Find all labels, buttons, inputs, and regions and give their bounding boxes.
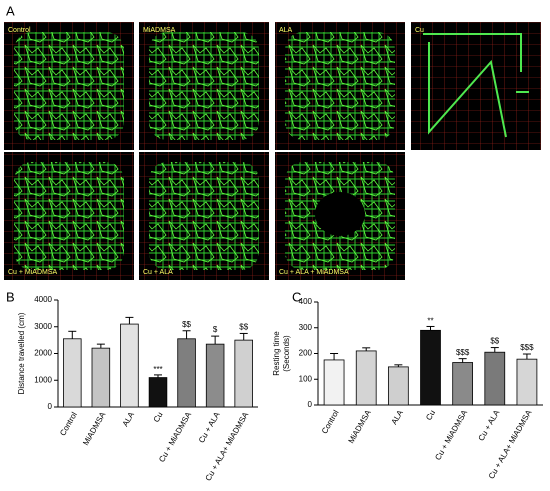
y-tick-label: 1000 xyxy=(34,375,52,384)
y-tick-label: 400 xyxy=(299,297,313,306)
bar xyxy=(177,338,196,408)
bar xyxy=(205,343,225,408)
track-path xyxy=(14,162,124,270)
bar xyxy=(387,366,409,406)
x-tick-label: Cu + ALA xyxy=(197,410,222,445)
y-tick-label: 3000 xyxy=(34,322,52,331)
track-path xyxy=(149,32,259,140)
x-tick-label: ALA xyxy=(121,410,137,428)
error-bar xyxy=(154,374,162,378)
error-bar xyxy=(458,358,467,363)
image-label: MiADMSA xyxy=(143,27,176,34)
x-tick-label: MiADMSA xyxy=(81,410,108,447)
y-axis-label: (Seconds) xyxy=(282,335,291,372)
track-path xyxy=(149,162,259,270)
error-bar xyxy=(182,330,191,339)
y-axis-label: Resting time xyxy=(272,331,281,376)
error-bar xyxy=(330,353,339,360)
y-tick-label: 100 xyxy=(299,374,313,383)
image-label: Cu + ALA + MiADMSA xyxy=(279,269,349,276)
error-bar xyxy=(239,332,248,341)
x-tick-label: MiADMSA xyxy=(347,408,374,445)
y-tick-label: 0 xyxy=(308,400,313,409)
bar xyxy=(120,323,139,408)
x-tick-label: Cu + ALA xyxy=(477,408,502,443)
bar xyxy=(148,377,168,408)
bar xyxy=(91,347,111,408)
significance-label: $$$ xyxy=(456,348,470,357)
significance-label: ** xyxy=(427,317,433,326)
significance-label: $$ xyxy=(490,337,499,346)
image-label: Cu + ALA xyxy=(143,269,173,276)
bar xyxy=(484,351,506,406)
significance-label: *** xyxy=(153,365,162,374)
panel-label: C xyxy=(292,289,301,304)
bar xyxy=(420,329,441,406)
error-bar xyxy=(68,330,77,339)
track-path xyxy=(14,32,124,140)
image-label: ALA xyxy=(279,27,293,34)
bar xyxy=(234,339,253,408)
bar xyxy=(452,362,474,406)
panel-label: A xyxy=(6,3,15,18)
error-bar xyxy=(394,364,403,367)
error-bar xyxy=(522,353,531,360)
error-bar xyxy=(96,343,105,349)
y-tick-label: 200 xyxy=(299,349,313,358)
bar xyxy=(63,338,82,408)
error-bar xyxy=(362,347,371,351)
error-bar xyxy=(490,347,499,353)
bar xyxy=(355,350,377,406)
track-centre xyxy=(315,192,365,236)
y-tick-label: 300 xyxy=(299,323,313,332)
track-path xyxy=(285,32,395,140)
image-label: Cu + MiADMSA xyxy=(8,269,58,276)
bar xyxy=(516,358,538,406)
significance-label: $$ xyxy=(239,323,248,332)
significance-label: $$$ xyxy=(520,343,534,352)
x-tick-label: Cu xyxy=(424,409,437,422)
panel-label: B xyxy=(6,289,15,304)
x-tick-label: ALA xyxy=(390,408,406,426)
y-tick-label: 4000 xyxy=(34,295,52,304)
error-bar xyxy=(125,316,134,325)
x-tick-label: Cu + MiADMSA xyxy=(433,408,469,462)
y-tick-label: 0 xyxy=(48,402,53,411)
y-axis-label: Distance travelled (cm) xyxy=(17,312,26,394)
bar xyxy=(323,359,345,406)
significance-label: $$ xyxy=(182,320,191,329)
image-label: Cu xyxy=(415,27,424,34)
x-tick-label: Control xyxy=(320,408,341,435)
track-path xyxy=(423,33,529,138)
x-tick-label: Cu xyxy=(152,411,165,424)
image-label: Control xyxy=(8,27,31,34)
significance-label: $ xyxy=(213,325,218,334)
error-bar xyxy=(211,335,220,345)
error-bar xyxy=(426,325,435,331)
x-tick-label: Control xyxy=(58,410,79,437)
y-tick-label: 2000 xyxy=(34,349,52,358)
